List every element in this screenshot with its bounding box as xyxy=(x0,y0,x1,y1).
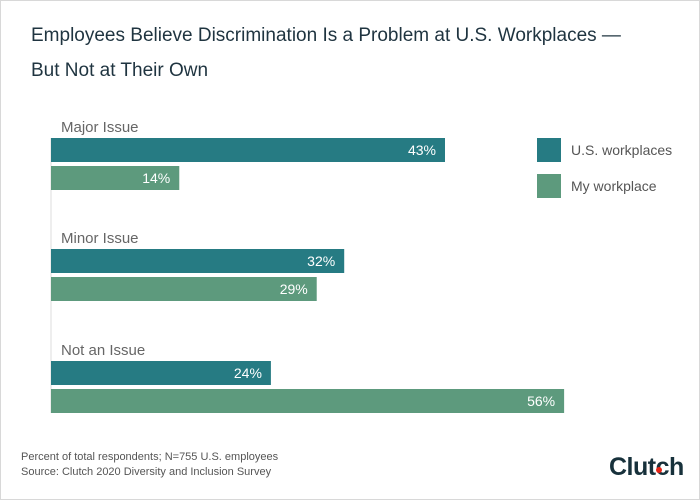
category-label: Major Issue xyxy=(61,119,139,136)
data-label: 14% xyxy=(142,170,170,186)
bar xyxy=(51,389,565,413)
category-label: Not an Issue xyxy=(61,342,145,359)
logo-dot xyxy=(656,467,662,473)
bar xyxy=(51,138,445,162)
category-label: Minor Issue xyxy=(61,230,139,247)
data-label: 29% xyxy=(280,281,308,297)
chart-title-line-2: But Not at Their Own xyxy=(31,60,209,81)
legend-label: My workplace xyxy=(571,178,657,194)
source-note: Source: Clutch 2020 Diversity and Inclus… xyxy=(21,466,272,478)
clutch-logo: Clutch xyxy=(609,453,684,481)
bar xyxy=(51,166,180,190)
data-label: 56% xyxy=(527,393,555,409)
footnote: Percent of total respondents; N=755 U.S.… xyxy=(21,451,279,463)
data-label: 43% xyxy=(408,142,436,158)
legend-label: U.S. workplaces xyxy=(571,142,672,158)
bar xyxy=(51,249,345,273)
legend-swatch xyxy=(537,174,561,198)
data-label: 24% xyxy=(234,365,262,381)
chart-title-line-1: Employees Believe Discrimination Is a Pr… xyxy=(31,25,621,46)
data-label: 32% xyxy=(307,253,335,269)
legend-swatch xyxy=(537,138,561,162)
bar xyxy=(51,277,317,301)
bar xyxy=(51,361,271,385)
